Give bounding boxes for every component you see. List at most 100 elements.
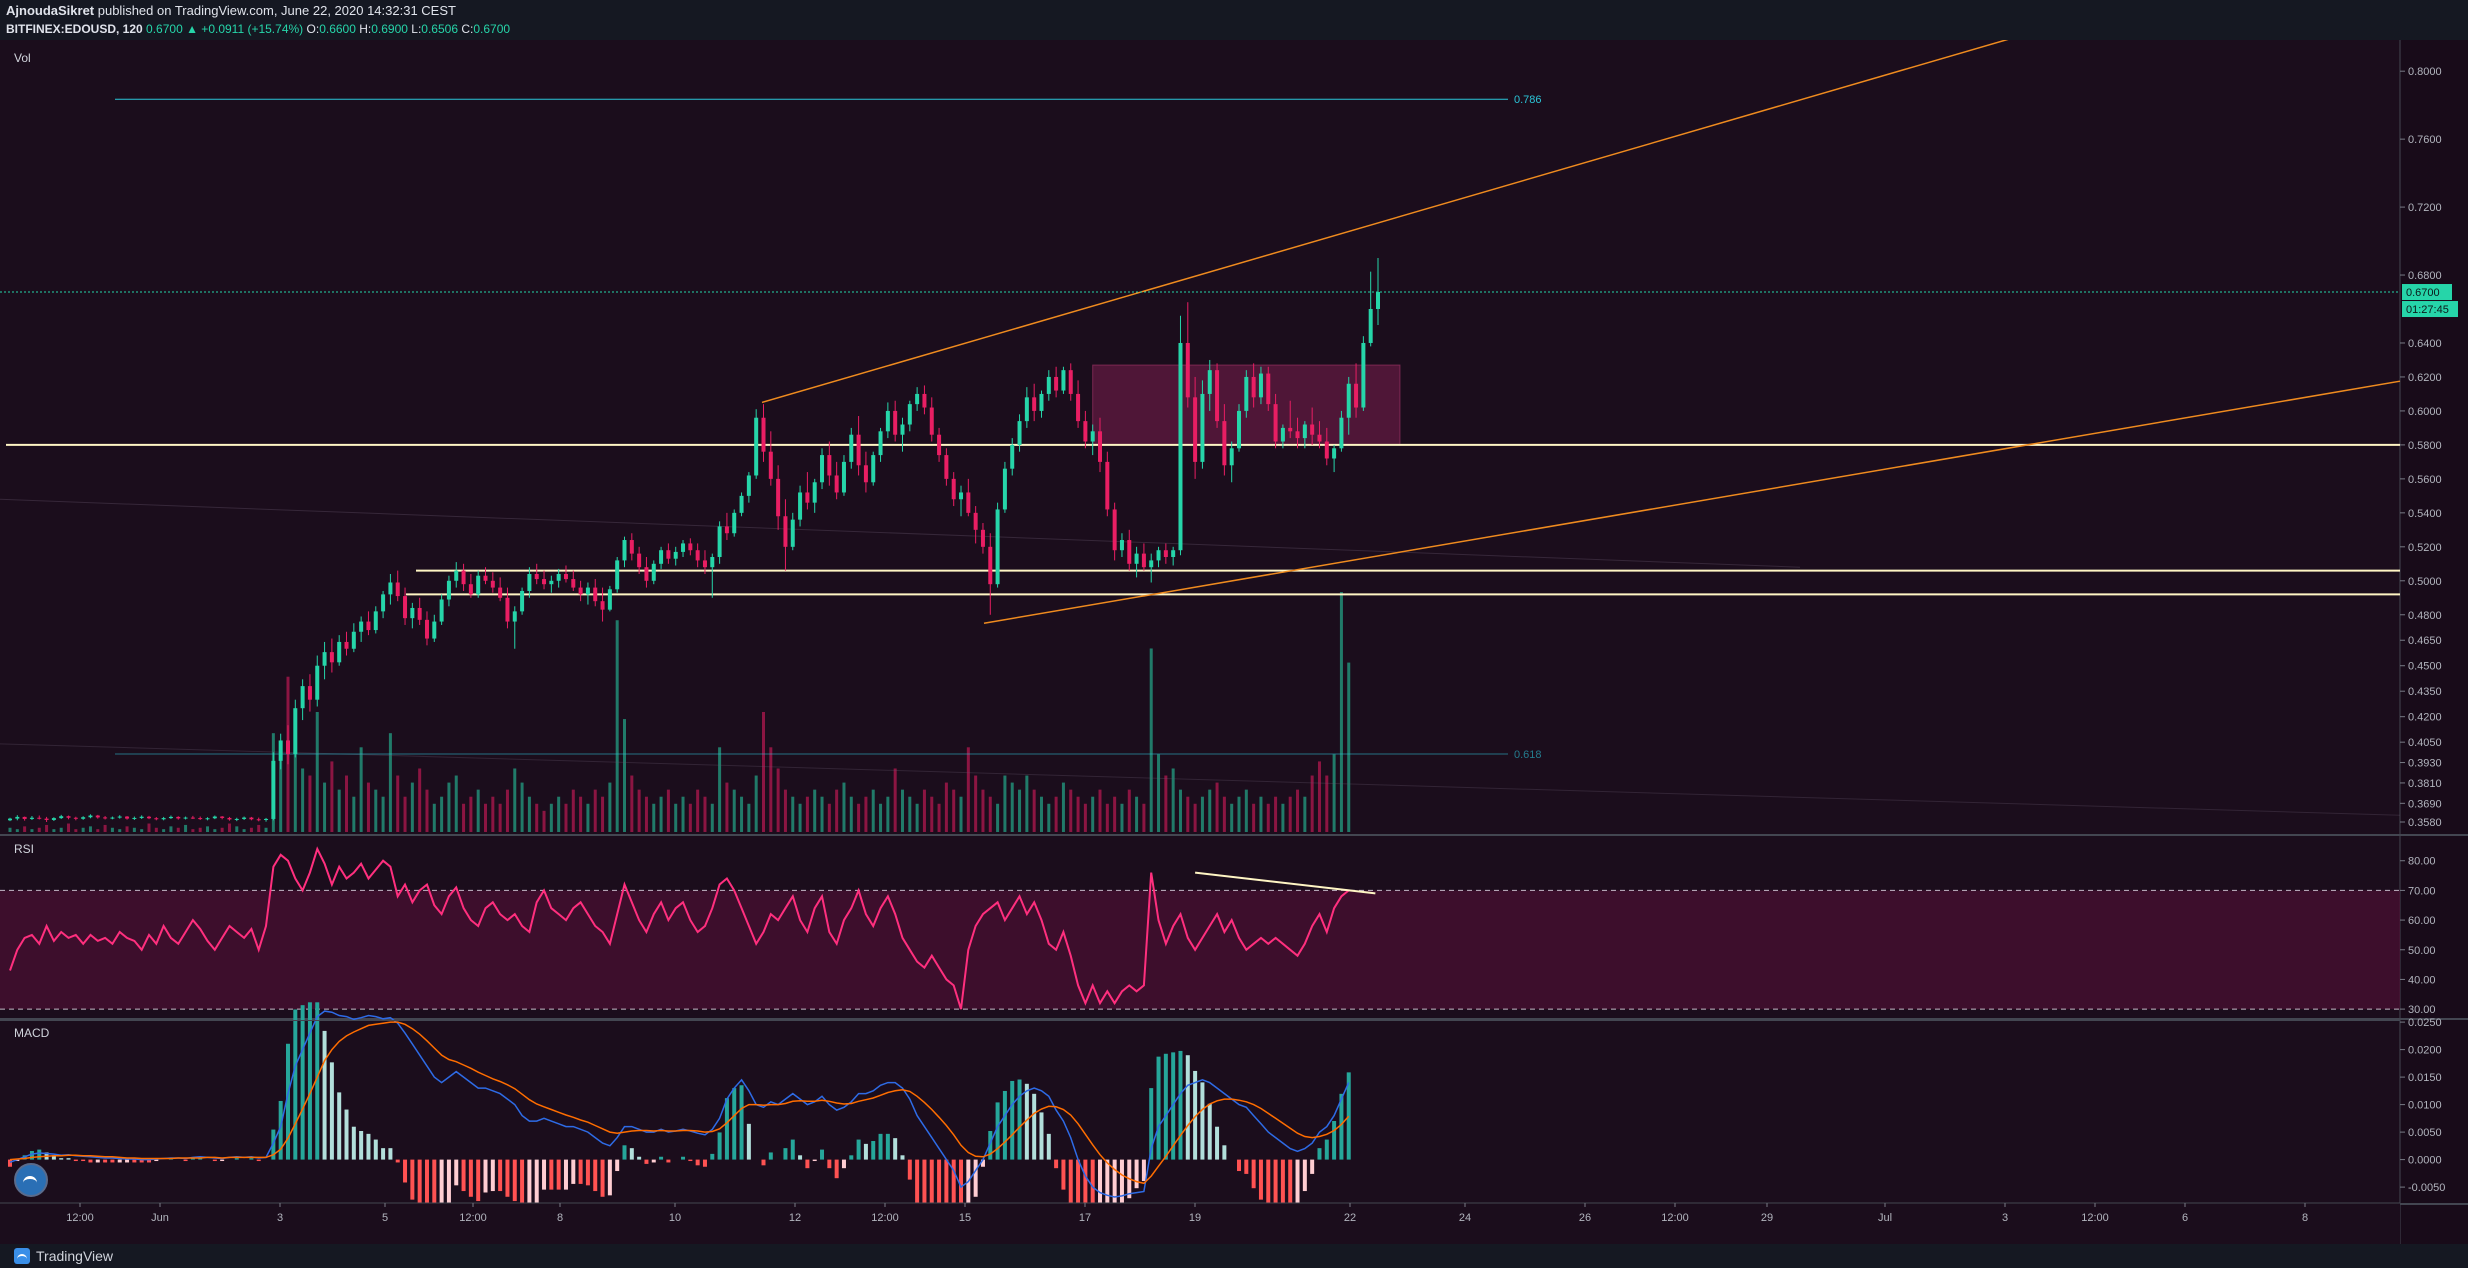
candle-body[interactable] <box>710 557 715 568</box>
candle-body[interactable] <box>615 560 620 590</box>
candle-body[interactable] <box>585 587 590 595</box>
candle-body[interactable] <box>81 817 86 819</box>
candle-body[interactable] <box>498 587 503 598</box>
candle-body[interactable] <box>168 816 173 819</box>
candle-body[interactable] <box>373 611 378 631</box>
candle-body[interactable] <box>673 551 678 559</box>
candle-body[interactable] <box>600 601 605 610</box>
candle-body[interactable] <box>637 553 642 568</box>
footer-brand[interactable]: TradingView <box>14 1248 113 1264</box>
candle-body[interactable] <box>242 817 247 819</box>
candle-body[interactable] <box>125 816 130 819</box>
candle-body[interactable] <box>468 584 473 595</box>
candle-body[interactable] <box>432 621 437 639</box>
candle-body[interactable] <box>1046 376 1051 394</box>
candle-body[interactable] <box>44 818 49 820</box>
candle-body[interactable] <box>37 817 42 819</box>
candle-body[interactable] <box>746 475 751 496</box>
macd-signal-line[interactable] <box>9 1021 1350 1185</box>
candle-body[interactable] <box>1002 468 1007 510</box>
candle-body[interactable] <box>1185 342 1190 398</box>
tradingview-logo-icon[interactable] <box>14 1163 48 1197</box>
candle-body[interactable] <box>622 540 627 561</box>
candle-body[interactable] <box>702 560 707 568</box>
candle-body[interactable] <box>110 817 115 819</box>
candle-body[interactable] <box>1119 540 1124 551</box>
candle-body[interactable] <box>344 641 349 649</box>
candle-body[interactable] <box>863 465 868 483</box>
candle-body[interactable] <box>359 621 364 632</box>
candle-body[interactable] <box>1193 397 1198 462</box>
candle-body[interactable] <box>29 817 34 819</box>
candle-body[interactable] <box>1207 370 1212 394</box>
candle-body[interactable] <box>980 529 985 547</box>
candle-body[interactable] <box>783 516 788 547</box>
candle-body[interactable] <box>307 686 312 700</box>
candle-body[interactable] <box>1032 397 1037 411</box>
candle-body[interactable] <box>1134 553 1139 564</box>
candle-body[interactable] <box>695 550 700 561</box>
candle-body[interactable] <box>805 492 810 503</box>
candle-body[interactable] <box>988 546 993 585</box>
candle-body[interactable] <box>520 590 525 612</box>
candle-body[interactable] <box>717 526 722 558</box>
candle-body[interactable] <box>315 665 320 700</box>
candle-body[interactable] <box>1229 448 1234 466</box>
candle-body[interactable] <box>754 417 759 476</box>
candle-body[interactable] <box>1288 427 1293 432</box>
candle-body[interactable] <box>198 818 203 820</box>
candle-body[interactable] <box>1258 373 1263 398</box>
symbol-name[interactable]: BITFINEX:EDOUSD, 120 <box>6 22 143 36</box>
candle-body[interactable] <box>1090 431 1095 442</box>
candle-body[interactable] <box>176 816 181 819</box>
candle-body[interactable] <box>1061 370 1066 391</box>
candle-body[interactable] <box>871 455 876 483</box>
candle-body[interactable] <box>95 815 100 818</box>
candle-body[interactable] <box>505 597 510 622</box>
candle-body[interactable] <box>256 819 261 821</box>
candle-body[interactable] <box>1273 404 1278 442</box>
candle-body[interactable] <box>1083 421 1088 442</box>
candle-body[interactable] <box>849 434 854 462</box>
candle-body[interactable] <box>856 434 861 466</box>
candle-body[interactable] <box>154 818 159 820</box>
candle-body[interactable] <box>227 817 232 820</box>
candle-body[interactable] <box>88 815 93 818</box>
candle-body[interactable] <box>461 570 466 585</box>
channel-upper-line[interactable] <box>761 22 2063 404</box>
author-name[interactable]: AjnoudaSikret <box>6 3 95 18</box>
candle-body[interactable] <box>285 740 290 755</box>
candle-body[interactable] <box>1127 540 1132 564</box>
candle-body[interactable] <box>271 760 276 819</box>
candle-body[interactable] <box>798 492 803 520</box>
chart-area[interactable]: 0.8000 0.7600 0.7200 0.6800 0.6400 0.6200 0.60… <box>0 22 2468 1268</box>
candle-body[interactable] <box>1361 342 1366 408</box>
candle-body[interactable] <box>578 587 583 595</box>
candle-body[interactable] <box>395 582 400 597</box>
candle-body[interactable] <box>66 816 71 818</box>
candle-body[interactable] <box>1251 376 1256 398</box>
candle-body[interactable] <box>629 540 634 554</box>
candle-body[interactable] <box>483 575 488 581</box>
candle-body[interactable] <box>1178 342 1183 551</box>
candle-body[interactable] <box>1324 441 1329 459</box>
candle-body[interactable] <box>534 573 539 580</box>
candle-body[interactable] <box>454 570 459 581</box>
candle-body[interactable] <box>293 708 298 755</box>
candle-body[interactable] <box>1010 444 1015 469</box>
candle-body[interactable] <box>907 404 912 425</box>
candle-body[interactable] <box>1332 448 1337 459</box>
candle-body[interactable] <box>1266 373 1271 405</box>
candle-body[interactable] <box>893 410 898 435</box>
candle-body[interactable] <box>1368 309 1373 343</box>
candle-body[interactable] <box>8 818 12 821</box>
candle-body[interactable] <box>1149 560 1154 568</box>
candle-body[interactable] <box>834 475 839 493</box>
candle-body[interactable] <box>885 410 890 432</box>
candle-body[interactable] <box>1280 427 1285 442</box>
candle-body[interactable] <box>1112 509 1117 551</box>
candle-body[interactable] <box>878 431 883 456</box>
candle-body[interactable] <box>549 580 554 585</box>
candle-body[interactable] <box>812 482 817 503</box>
candle-body[interactable] <box>768 451 773 479</box>
